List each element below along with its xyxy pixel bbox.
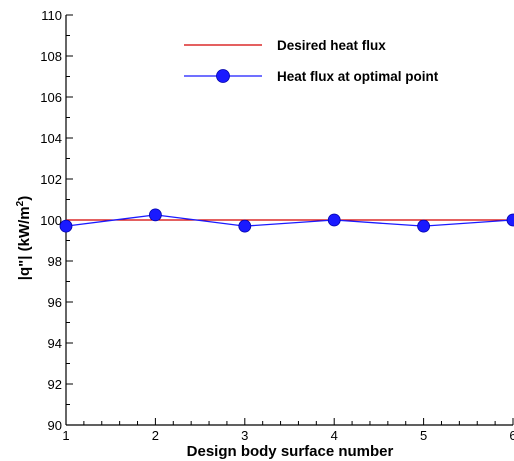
y-tick-label: 98 <box>48 254 62 269</box>
y-tick-label: 94 <box>48 336 62 351</box>
data-point <box>238 219 252 233</box>
legend: Desired heat flux Heat flux at optimal po… <box>184 38 439 84</box>
y-axis-title-close: ) <box>16 196 33 201</box>
ticks: 90 92 94 96 98 100 102 104 106 108 110 1 2 3 4 5 6 <box>40 8 514 443</box>
legend-label: Desired heat flux <box>277 38 386 53</box>
data-point <box>148 208 162 222</box>
y-axis-title-main: |q"| (kW/m <box>16 206 33 280</box>
y-tick-label: 102 <box>40 172 62 187</box>
series-line <box>65 214 514 227</box>
y-tick-label: 92 <box>48 377 62 392</box>
series-layer <box>59 208 514 233</box>
legend-swatch-marker <box>216 69 230 83</box>
x-tick-label: 4 <box>331 428 338 443</box>
data-point <box>417 219 431 233</box>
y-axis-title: |q"| (kW/m2) <box>15 196 33 280</box>
x-tick-label: 5 <box>420 428 427 443</box>
x-tick-label: 6 <box>509 428 514 443</box>
y-tick-label: 96 <box>48 295 62 310</box>
y-tick-label: 104 <box>40 131 62 146</box>
x-tick-label: 3 <box>241 428 248 443</box>
data-point <box>506 213 514 227</box>
legend-label: Heat flux at optimal point <box>277 69 439 84</box>
y-axis-title-superscript: 2 <box>15 200 26 206</box>
x-tick-label: 1 <box>62 428 69 443</box>
y-tick-label: 90 <box>48 418 62 433</box>
x-tick-label: 2 <box>152 428 159 443</box>
x-axis-title: Design body surface number <box>187 443 394 460</box>
y-tick-label: 106 <box>40 90 62 105</box>
y-tick-label: 108 <box>40 49 62 64</box>
data-point <box>59 219 73 233</box>
y-tick-label: 110 <box>41 8 62 23</box>
y-tick-label: 100 <box>40 213 62 228</box>
data-point <box>327 213 341 227</box>
